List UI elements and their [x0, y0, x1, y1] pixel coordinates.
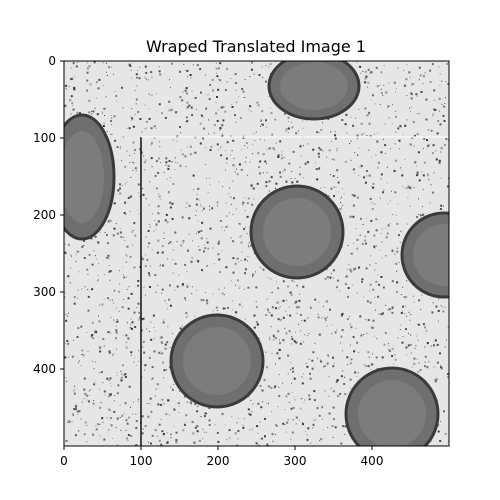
- x-tick-label: 100: [130, 454, 153, 468]
- coin-bottom-right: [344, 366, 440, 446]
- coin-center: [249, 184, 345, 280]
- x-tick-label: 300: [284, 454, 307, 468]
- y-tick-label: 0: [48, 54, 56, 68]
- coins-group: [64, 61, 449, 446]
- x-tick-label: 400: [361, 454, 384, 468]
- axes-frame: [63, 60, 450, 447]
- y-tick-label: 300: [33, 285, 56, 299]
- coin-top: [267, 61, 361, 121]
- figure-title: Wraped Translated Image 1: [146, 37, 366, 56]
- noise-pattern: [64, 61, 449, 446]
- coin-left: [64, 113, 116, 241]
- y-tick-label: 400: [33, 362, 56, 376]
- coin-right: [400, 211, 449, 299]
- y-tick-label: 100: [33, 131, 56, 145]
- y-tick-label: 200: [33, 208, 56, 222]
- x-tick-label: 200: [207, 454, 230, 468]
- x-tick-label: 0: [60, 454, 68, 468]
- coin-lower-left: [169, 313, 265, 409]
- x-axis: 0 100 200 300 400: [60, 446, 383, 468]
- image-panel: [63, 60, 450, 447]
- y-axis: 0 100 200 300 400: [33, 54, 64, 376]
